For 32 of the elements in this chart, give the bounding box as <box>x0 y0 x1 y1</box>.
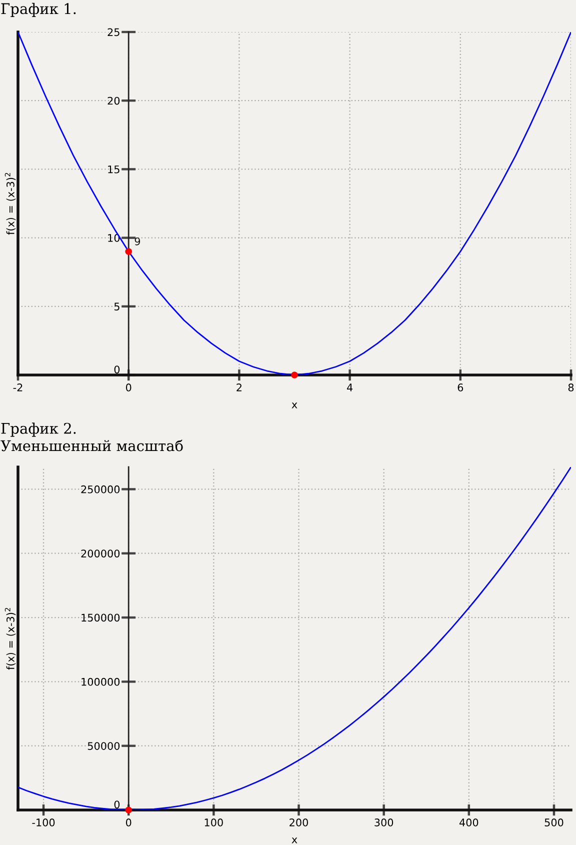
x-tick-label: 0 <box>126 384 132 392</box>
x-axis-title: x <box>292 838 298 844</box>
y-tick-label: 0 <box>114 800 120 808</box>
x-tick-label: 0 <box>126 818 132 826</box>
x-tick-label: 4 <box>346 384 353 392</box>
x-axis-title: x <box>292 402 298 408</box>
y-axis-title: f(x) = (x-3)$^{2}$ <box>4 608 16 670</box>
y-tick-label: 5 <box>114 302 120 311</box>
y-tick-label: 200000 <box>81 550 120 558</box>
x-tick-label: 2 <box>236 384 242 392</box>
y-tick-label: 50000 <box>88 742 120 750</box>
y-axis-title: f(x) = (x-3)$^{2}$ <box>4 173 16 235</box>
x-tick-label: 300 <box>374 818 394 826</box>
y-tick-label: 100000 <box>82 678 120 686</box>
x-tick-label: -2 <box>13 384 22 392</box>
y-tick-label: 250000 <box>81 485 120 494</box>
x-tick-label: 500 <box>544 818 564 826</box>
x-tick-label: -100 <box>32 818 55 826</box>
y-tick-label: 150000 <box>82 614 120 622</box>
x-tick-label: 400 <box>459 818 478 826</box>
x-tick-label: 200 <box>290 818 308 826</box>
y-tick-label: 15 <box>108 166 120 174</box>
y-tick-label: 0 <box>114 366 120 374</box>
y-tick-label: 25 <box>108 28 120 36</box>
y-tick-label: 20 <box>108 96 120 105</box>
x-tick-label: 6 <box>458 384 464 392</box>
x-tick-label: 100 <box>204 818 223 826</box>
chart-subtitle: Уменьшенный масштаб <box>0 440 183 452</box>
chart-title: График 1. <box>1 2 76 17</box>
annotation: 9 <box>134 237 140 246</box>
x-tick-label: 8 <box>568 384 574 392</box>
chart-title: График 2. <box>1 422 76 437</box>
